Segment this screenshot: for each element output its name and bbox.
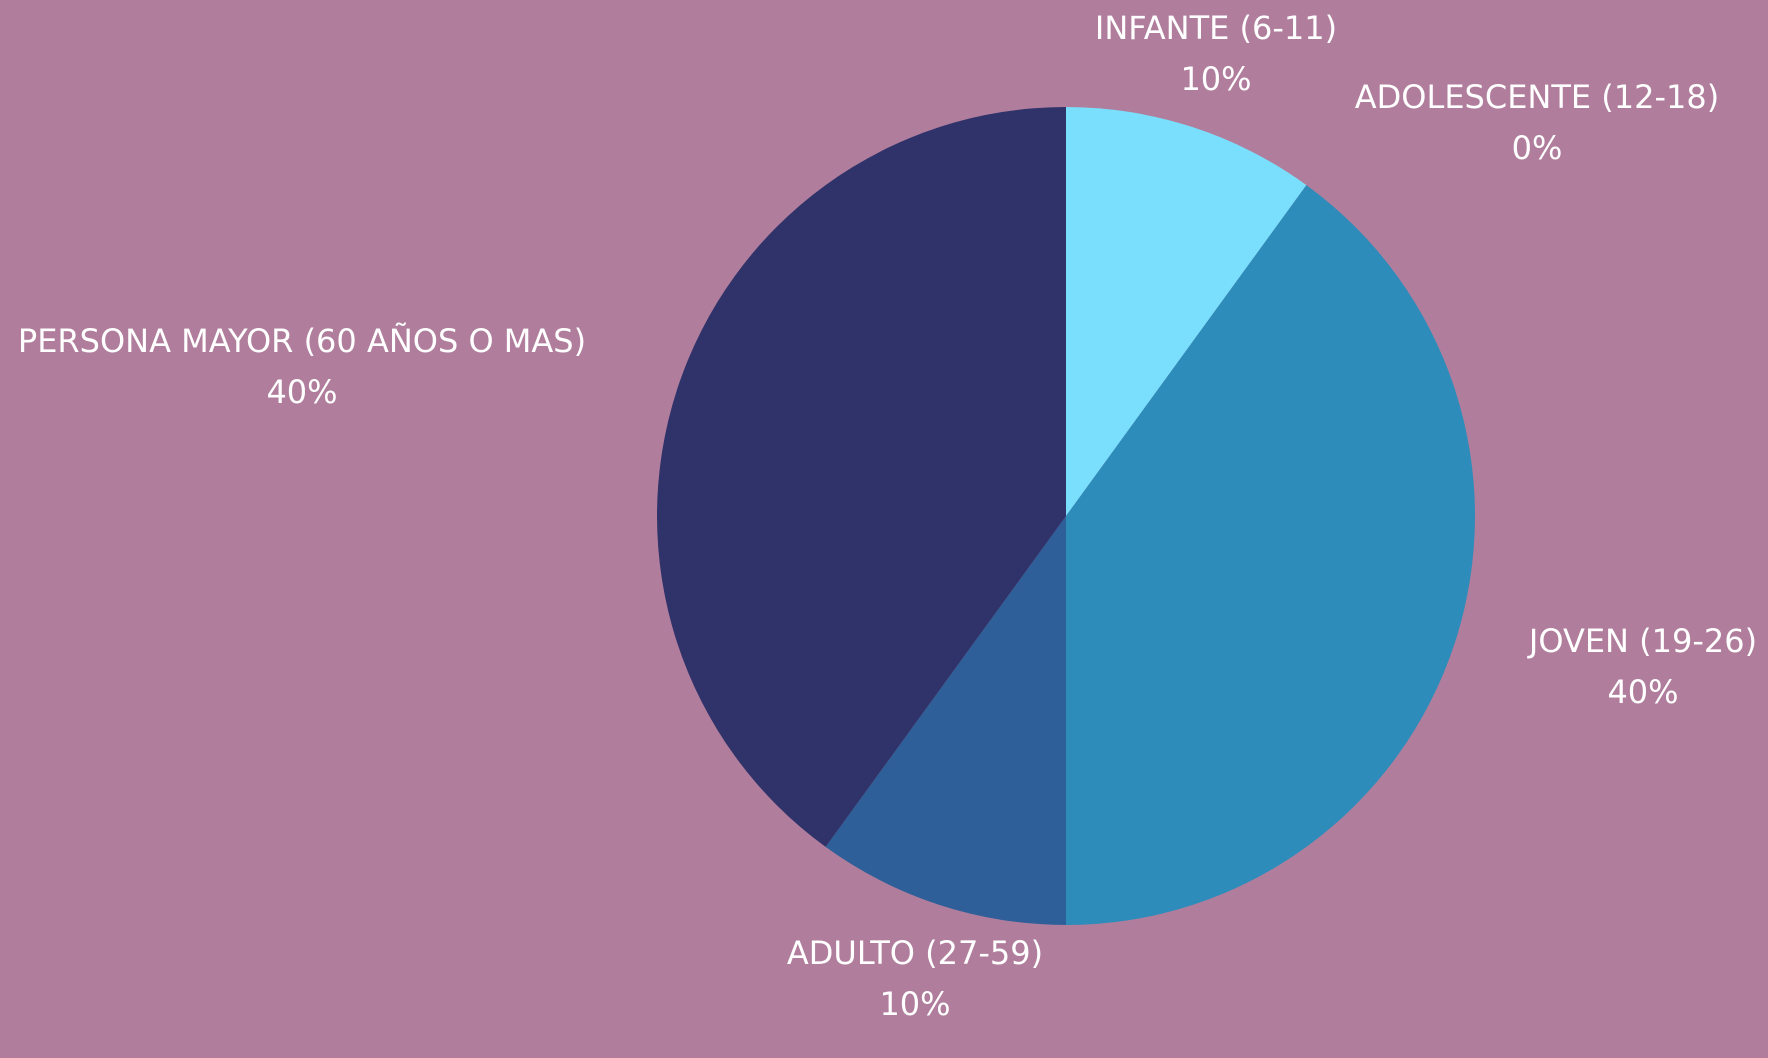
pie-slice	[825, 516, 1066, 925]
slice-value-label: 40%	[1607, 673, 1678, 711]
slice-label: ADOLESCENTE (12-18)	[1355, 78, 1719, 116]
slice-value-label: 0%	[1512, 129, 1563, 167]
slice-value-label: 40%	[266, 373, 337, 411]
slice-label: INFANTE (6-11)	[1095, 9, 1337, 47]
pie-slice	[1066, 185, 1476, 926]
slice-value-label: 10%	[1180, 60, 1251, 98]
slice-label: PERSONA MAYOR (60 AÑOS O MAS)	[18, 322, 586, 360]
slice-value-label: 10%	[879, 985, 950, 1023]
pie-slice	[1066, 107, 1307, 516]
slice-label: ADULTO (27-59)	[787, 934, 1043, 972]
pie-slice	[657, 107, 1066, 847]
slice-label: JOVEN (19-26)	[1527, 622, 1757, 660]
